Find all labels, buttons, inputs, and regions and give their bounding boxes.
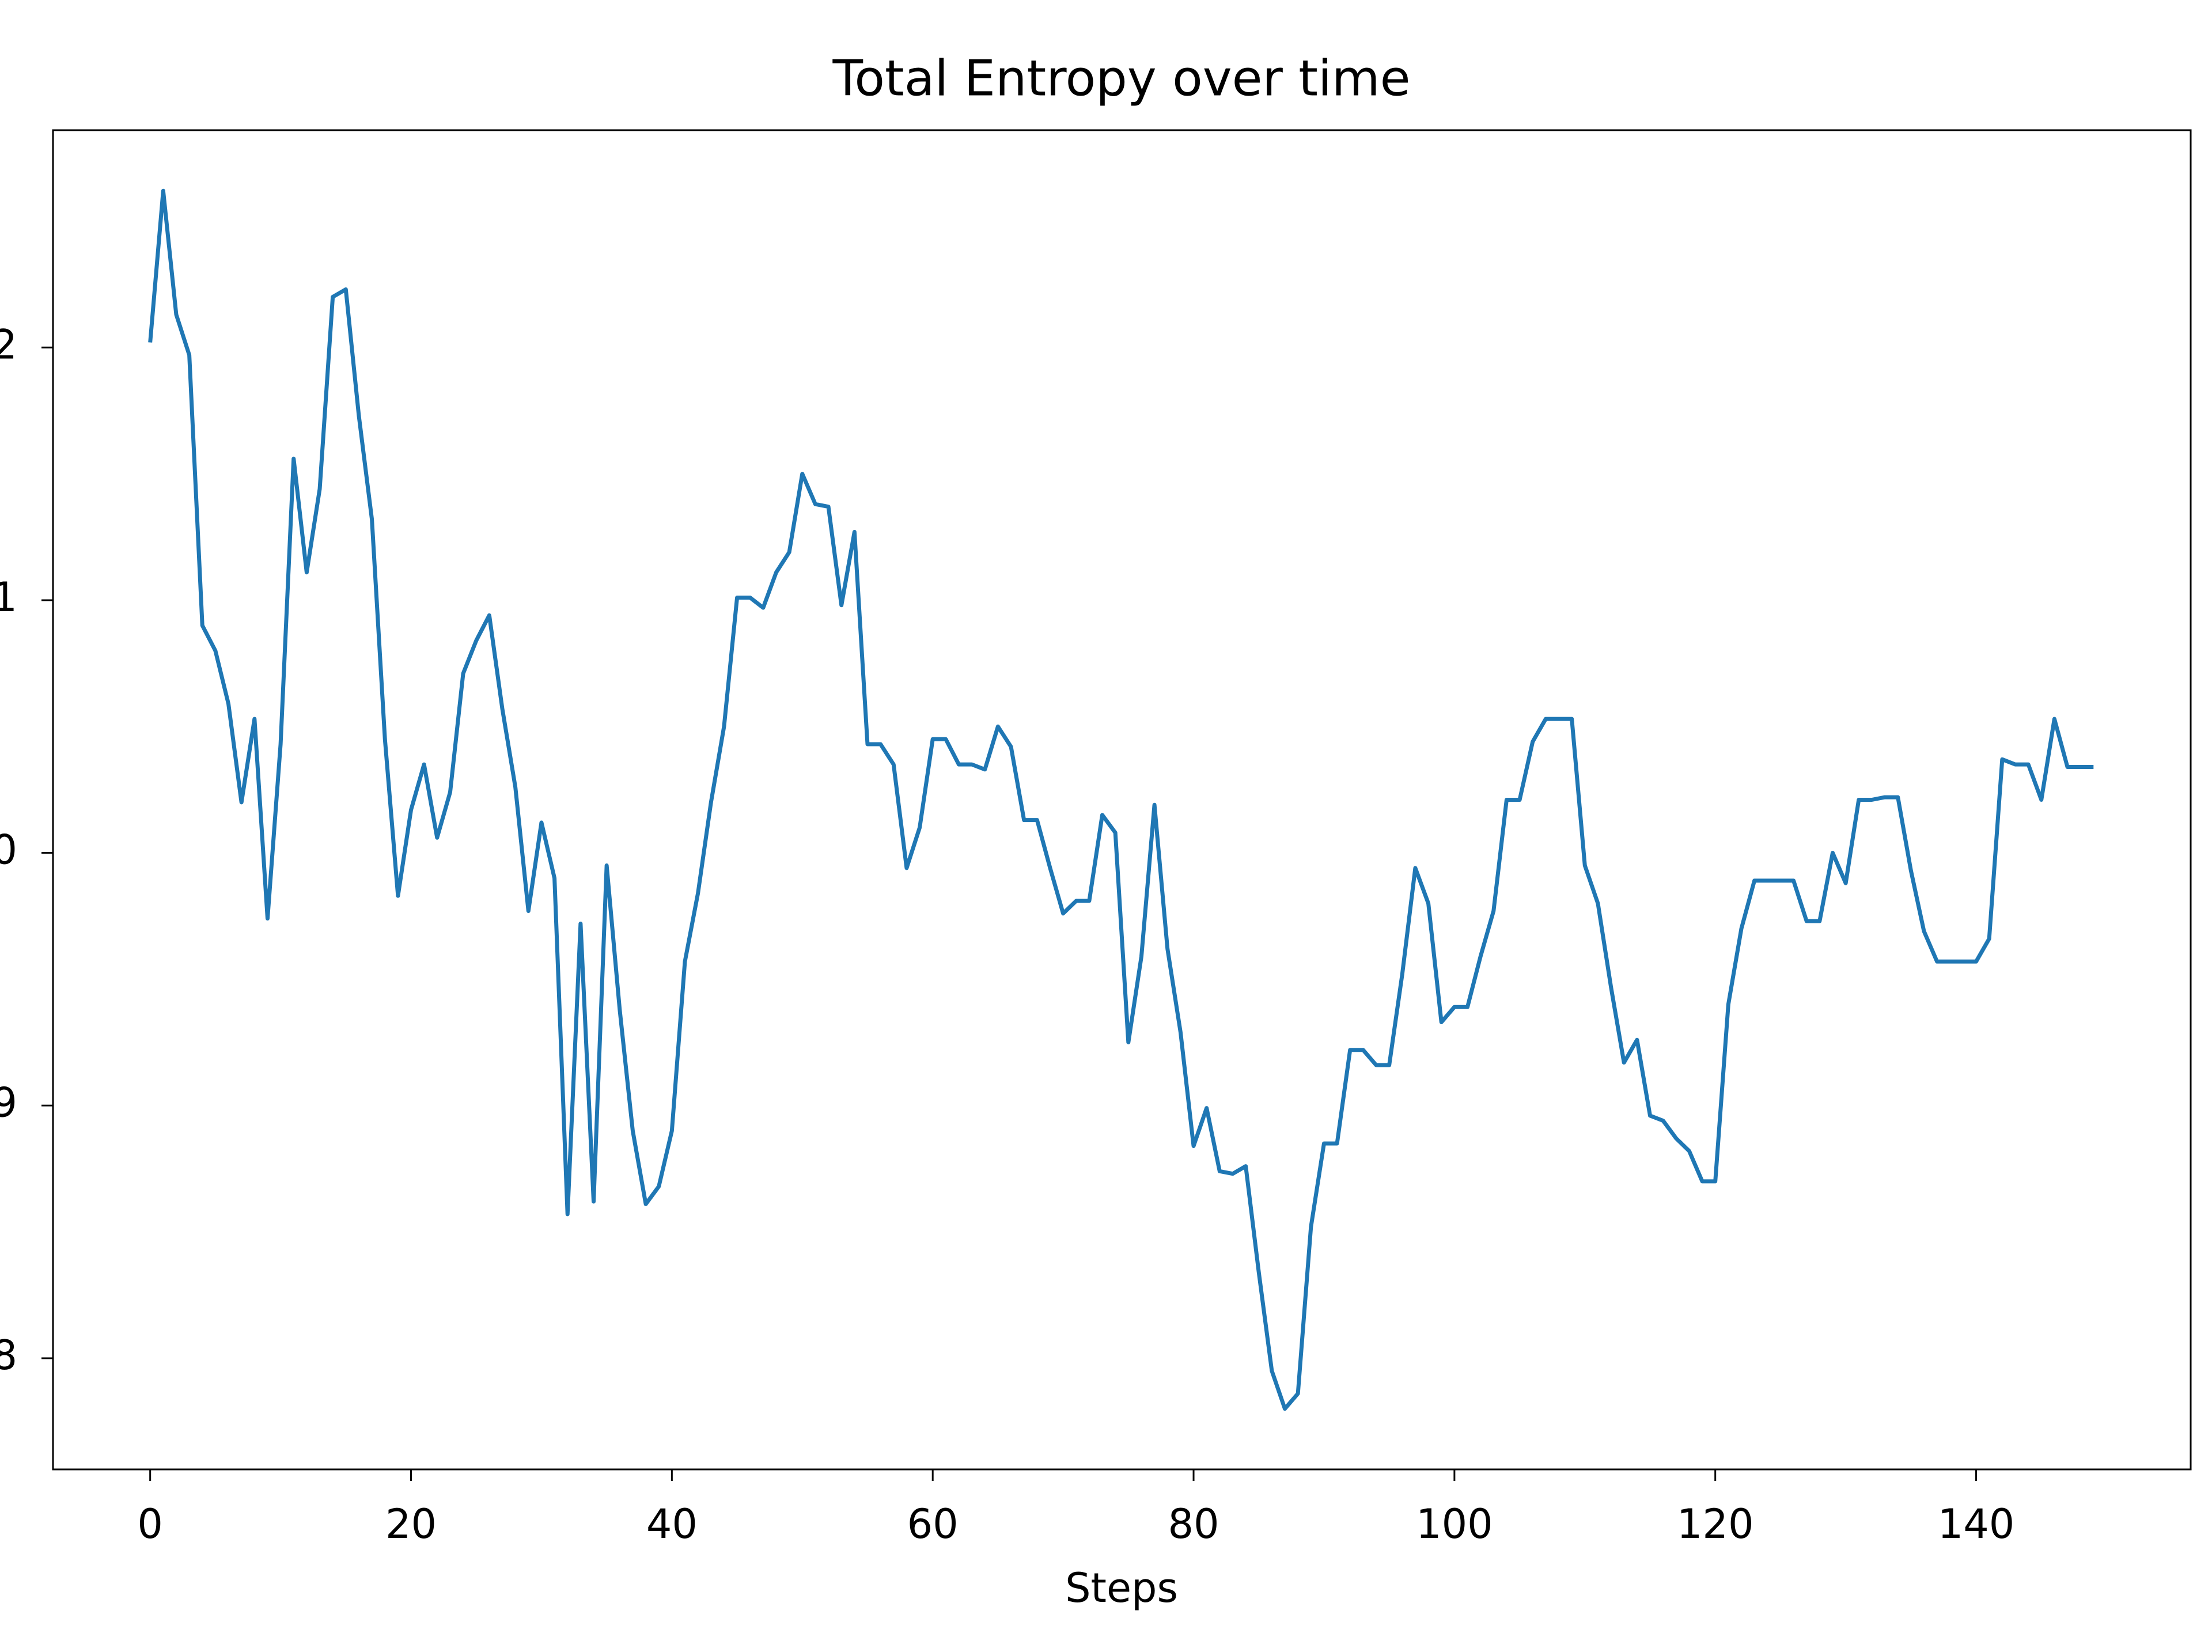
y-tick-label: 2 bbox=[0, 321, 17, 368]
x-tick-label: 20 bbox=[385, 1501, 437, 1548]
y-tick-label: 1 bbox=[0, 574, 17, 621]
x-tick-label: 40 bbox=[646, 1501, 698, 1548]
x-tick-label: 80 bbox=[1168, 1501, 1219, 1548]
x-tick-label: 60 bbox=[907, 1501, 959, 1548]
plot-frame bbox=[52, 129, 2192, 1471]
y-tick-label: 0 bbox=[0, 827, 17, 874]
y-tick-label: 9 bbox=[0, 1079, 17, 1126]
y-tick-label: 8 bbox=[0, 1332, 17, 1379]
chart-title: Total Entropy over time bbox=[832, 50, 1410, 107]
x-tick-label: 100 bbox=[1416, 1501, 1493, 1548]
line-series bbox=[148, 188, 2094, 1411]
x-tick-label: 120 bbox=[1677, 1501, 1754, 1548]
x-tick-label: 0 bbox=[137, 1501, 163, 1548]
x-axis-label: Steps bbox=[1065, 1564, 1178, 1612]
x-tick-label: 140 bbox=[1938, 1501, 2015, 1548]
